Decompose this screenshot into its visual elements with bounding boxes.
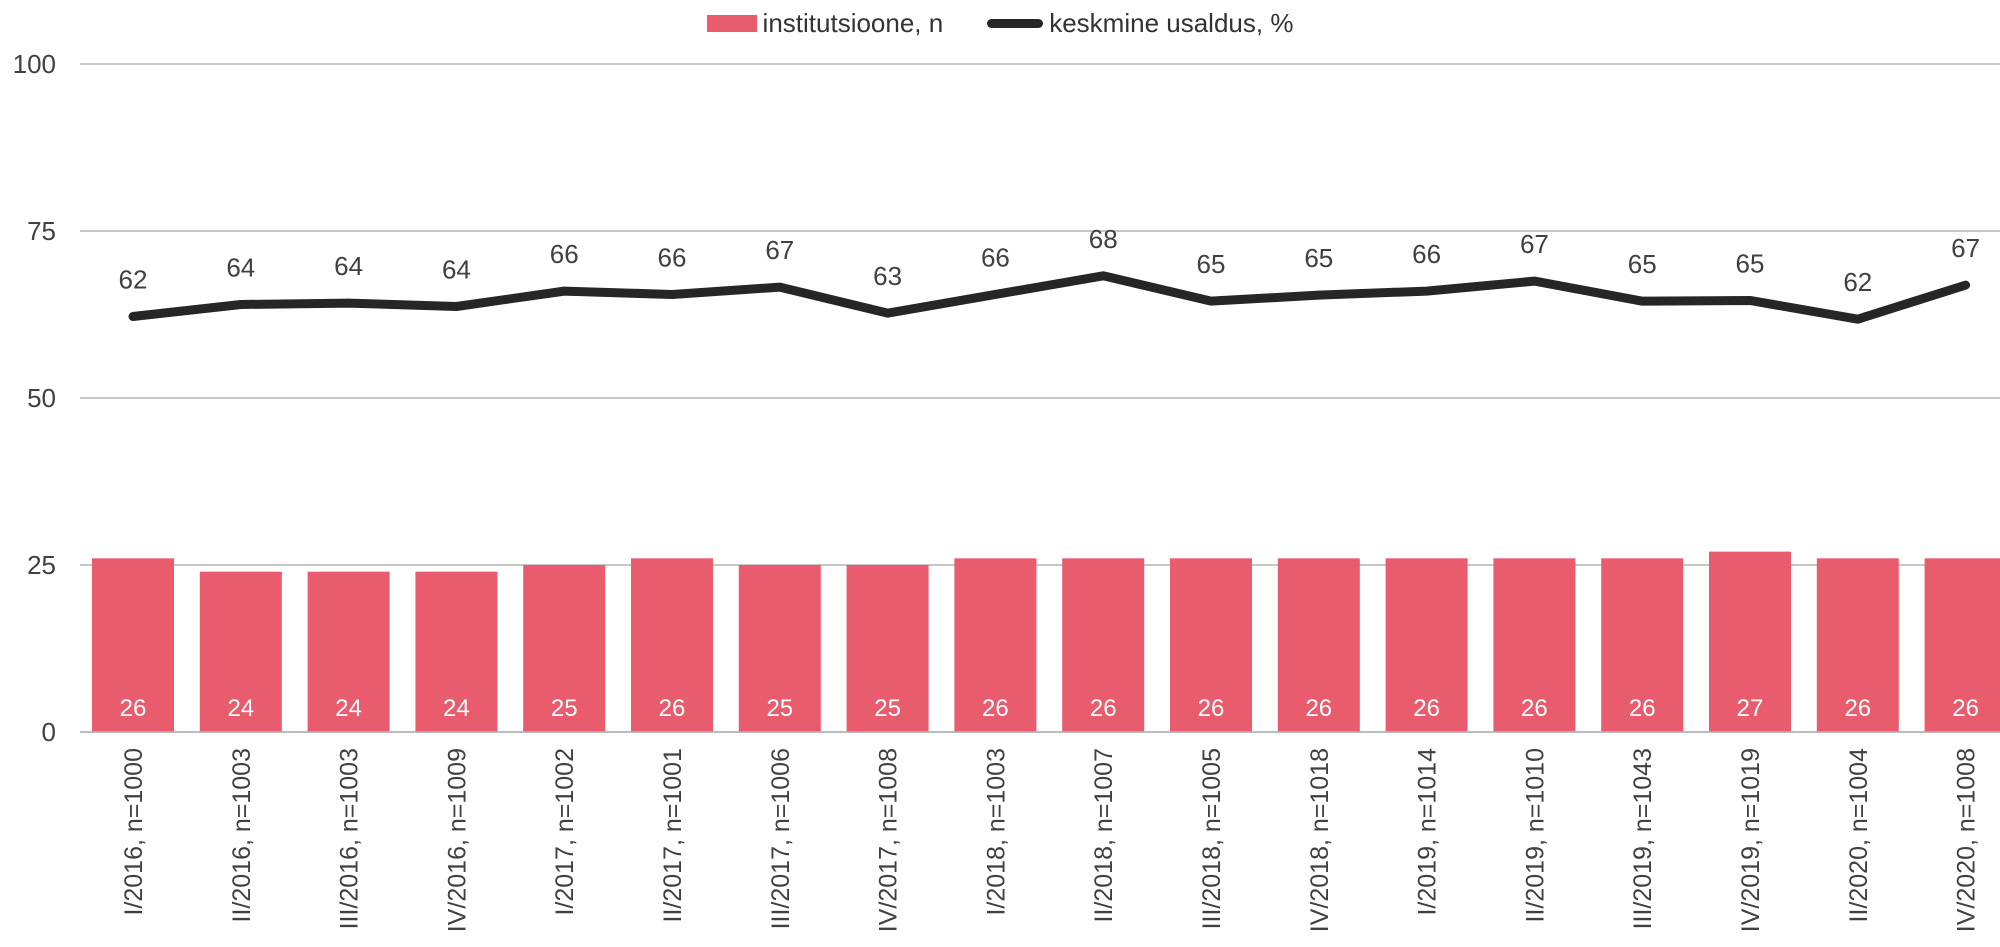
bar-value-label: 25: [551, 695, 578, 722]
y-tick-label: 100: [13, 49, 56, 79]
bar-value-label: 26: [1413, 695, 1440, 722]
x-tick-label: IV/2016, n=1009: [443, 748, 471, 932]
x-tick-label: III/2019, n=1043: [1629, 748, 1657, 929]
bar: [954, 558, 1037, 732]
bar: [846, 565, 929, 732]
y-tick-label: 50: [27, 383, 56, 413]
line-value-label: 62: [1843, 267, 1872, 297]
line-value-label: 66: [658, 242, 687, 272]
x-tick-label: III/2018, n=1005: [1198, 748, 1226, 929]
line-value-label: 68: [1089, 224, 1118, 254]
bar: [1493, 558, 1576, 732]
bar: [1601, 558, 1684, 732]
line-value-label: 66: [550, 239, 579, 269]
line-value-label: 64: [334, 251, 363, 281]
line-value-label: 64: [442, 254, 471, 284]
line-series: [128, 271, 1971, 324]
line-value-label: 67: [1951, 233, 1980, 263]
legend-label-line: keskmine usaldus, %: [1049, 8, 1294, 38]
x-tick-label: II/2016, n=1003: [228, 748, 256, 922]
line-value-label: 67: [765, 235, 794, 265]
legend-item-line: keskmine usaldus, %: [987, 8, 1293, 39]
x-tick-label: III/2016, n=1003: [336, 748, 364, 929]
x-tick-label: IV/2019, n=1019: [1737, 748, 1765, 932]
bar: [1062, 558, 1145, 732]
bar: [307, 571, 390, 732]
x-tick-label: IV/2017, n=1008: [875, 748, 903, 932]
line-value-label: 64: [226, 252, 255, 282]
x-tick-label: II/2017, n=1001: [659, 748, 687, 922]
line-value-label: 62: [119, 265, 148, 295]
line-value-label: 65: [1304, 243, 1333, 273]
x-tick-label: IV/2018, n=1018: [1306, 748, 1334, 932]
bar: [1385, 558, 1468, 732]
line-value-label: 63: [873, 261, 902, 291]
bar-value-label: 26: [1952, 695, 1979, 722]
bar-series: 26 24 24 24 25 26 25 25 26 26 26 26 26 26 26 27 26 26: [92, 551, 2000, 732]
bar-value-label: 27: [1737, 695, 1764, 722]
bar-value-label: 26: [982, 695, 1009, 722]
legend: institutsioone, n keskmine usaldus, %: [0, 8, 2000, 39]
legend-label-bars: institutsioone, n: [762, 8, 944, 38]
line-value-label: 65: [1628, 249, 1657, 279]
x-tick-label: III/2017, n=1006: [767, 748, 795, 929]
bar-value-label: 26: [1090, 695, 1117, 722]
bar: [1277, 558, 1360, 732]
y-tick-label: 0: [42, 717, 56, 747]
bar-value-label: 26: [1305, 695, 1332, 722]
line-value-label: 66: [981, 242, 1010, 272]
x-tick-label: IV/2020, n=1008: [1953, 748, 1981, 932]
bar-value-label: 25: [874, 695, 901, 722]
bar-value-label: 26: [1198, 695, 1225, 722]
x-tick-label: I/2018, n=1003: [982, 748, 1010, 916]
bar-value-label: 26: [1521, 695, 1548, 722]
y-tick-label: 75: [27, 216, 56, 246]
bar: [415, 571, 498, 732]
x-tick-label: II/2019, n=1010: [1521, 748, 1549, 922]
line-value-label: 66: [1412, 239, 1441, 269]
bar-value-label: 24: [335, 695, 362, 722]
bar-value-label: 25: [766, 695, 793, 722]
bar-value-label: 26: [1844, 695, 1871, 722]
bar-value-label: 24: [227, 695, 254, 722]
bar: [523, 565, 606, 732]
x-tick-label: I/2017, n=1002: [551, 748, 579, 916]
bar: [1924, 558, 2000, 732]
line-value-label: 65: [1736, 248, 1765, 278]
bar: [1816, 558, 1899, 732]
line-value-label: 65: [1197, 249, 1226, 279]
bar-value-label: 24: [443, 695, 470, 722]
x-tick-label: II/2020, n=1004: [1845, 748, 1873, 923]
bar: [92, 558, 174, 732]
legend-swatch-bar: [706, 15, 757, 32]
x-tick-label: I/2019, n=1014: [1414, 748, 1442, 916]
x-tick-label: II/2018, n=1007: [1090, 748, 1118, 922]
x-tick-label: I/2016, n=1000: [120, 748, 148, 916]
y-tick-label: 25: [27, 550, 56, 580]
bar-value-label: 26: [120, 695, 147, 722]
legend-swatch-line: [987, 19, 1044, 28]
bar: [738, 565, 821, 732]
bar: [1709, 551, 1791, 732]
line-value-label: 67: [1520, 229, 1549, 259]
bar-value-label: 26: [659, 695, 686, 722]
bar: [1170, 558, 1252, 732]
bar: [199, 571, 282, 732]
bar: [631, 558, 713, 732]
legend-item-bars: institutsioone, n: [706, 8, 944, 39]
bar-value-label: 26: [1629, 695, 1656, 722]
